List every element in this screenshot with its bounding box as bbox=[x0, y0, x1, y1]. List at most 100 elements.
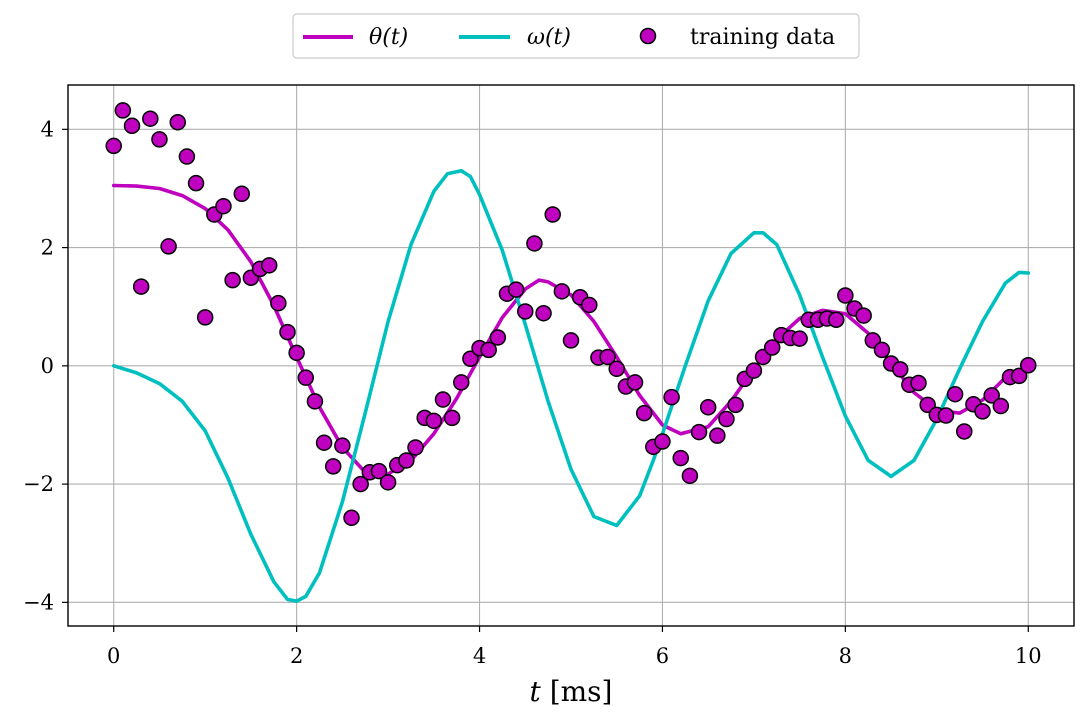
series-layer bbox=[105, 102, 1037, 604]
training-data-point bbox=[992, 397, 1010, 415]
training-data-point bbox=[151, 131, 168, 148]
x-tick-label: 2 bbox=[290, 644, 303, 668]
training-data-point bbox=[215, 197, 232, 215]
training-data-point bbox=[160, 238, 177, 255]
training-data-point bbox=[370, 462, 388, 480]
training-data-point bbox=[324, 458, 342, 475]
x-axis-label-unit: [ms] bbox=[541, 675, 613, 708]
x-tick-label: 4 bbox=[473, 644, 486, 668]
training-data-point bbox=[398, 452, 415, 469]
training-data-point bbox=[562, 332, 580, 349]
training-data-point bbox=[974, 403, 991, 420]
training-data-point bbox=[288, 344, 305, 362]
x-tick-label: 6 bbox=[656, 644, 669, 668]
training-data-point bbox=[169, 113, 186, 131]
training-data-point bbox=[379, 474, 397, 491]
training-data-point bbox=[187, 174, 205, 192]
training-data-point bbox=[718, 410, 735, 428]
plot-area bbox=[68, 85, 1074, 626]
training-data-point bbox=[608, 360, 625, 378]
training-data-point bbox=[727, 396, 744, 414]
training-data-point bbox=[946, 385, 964, 403]
training-data-point bbox=[535, 304, 552, 322]
training-data-point bbox=[626, 374, 644, 391]
training-data-point bbox=[260, 257, 278, 274]
training-data-point bbox=[663, 388, 680, 406]
training-data-point bbox=[919, 396, 936, 414]
training-data-point bbox=[434, 391, 452, 408]
training-data-point bbox=[462, 350, 479, 368]
training-data-point bbox=[352, 475, 369, 493]
y-tick-label: 4 bbox=[41, 117, 54, 141]
training-data-point bbox=[425, 412, 443, 430]
training-data-point bbox=[709, 427, 726, 444]
training-data-point bbox=[196, 309, 214, 326]
training-data-point bbox=[334, 437, 351, 454]
training-data-point bbox=[297, 369, 315, 386]
training-data-point bbox=[270, 294, 287, 312]
training-data-point bbox=[178, 148, 196, 165]
training-data-point bbox=[480, 341, 497, 359]
y-tick-label: 2 bbox=[41, 236, 54, 260]
training-data-point bbox=[635, 404, 653, 422]
training-data-point bbox=[763, 339, 781, 356]
y-tick-label: −4 bbox=[23, 590, 54, 614]
training-data-point bbox=[699, 398, 717, 416]
training-data-point bbox=[553, 283, 571, 300]
training-data-point bbox=[910, 374, 927, 392]
legend-training-marker bbox=[639, 27, 657, 45]
legend-box bbox=[292, 13, 860, 59]
training-data-point bbox=[544, 206, 561, 223]
training-data-point bbox=[526, 235, 543, 252]
training-data-point bbox=[1020, 357, 1037, 374]
training-data-point bbox=[956, 423, 973, 440]
y-tick-label: −2 bbox=[23, 472, 54, 496]
training-data-point bbox=[690, 423, 708, 441]
training-data-point bbox=[745, 362, 763, 379]
training-data-point bbox=[1010, 367, 1028, 385]
training-data-point bbox=[407, 439, 424, 456]
training-data-point bbox=[105, 137, 122, 155]
y-tick-label: 0 bbox=[41, 354, 54, 378]
training-data-point bbox=[343, 509, 360, 527]
x-tick-label: 0 bbox=[107, 644, 120, 668]
training-data-point bbox=[517, 303, 534, 320]
training-data-point bbox=[443, 409, 461, 427]
training-data-point bbox=[873, 341, 891, 359]
legend-theta-label: θ(t) bbox=[369, 25, 408, 50]
x-tick-label: 10 bbox=[1015, 644, 1042, 668]
legend-training-label: training data bbox=[690, 25, 835, 50]
x-tick-label: 8 bbox=[839, 644, 852, 668]
training-data-point bbox=[983, 387, 1000, 404]
training-data-point bbox=[224, 271, 241, 289]
training-data-point bbox=[791, 330, 808, 347]
training-data-point bbox=[599, 348, 616, 366]
training-data-point bbox=[855, 307, 872, 324]
training-data-point bbox=[489, 329, 507, 346]
training-data-point bbox=[827, 311, 845, 328]
training-data-point bbox=[279, 323, 296, 341]
plot-frame bbox=[67, 84, 1075, 627]
legend: θ(t) ω(t) training data bbox=[292, 13, 860, 59]
training-data-point bbox=[581, 296, 598, 314]
x-axis-label-var: t bbox=[530, 675, 542, 708]
training-data-point bbox=[937, 407, 955, 424]
training-data-point bbox=[306, 393, 324, 410]
omega-line bbox=[111, 168, 1031, 604]
legend-omega-label: ω(t) bbox=[527, 25, 571, 50]
training-data-point bbox=[132, 278, 150, 295]
training-data-point bbox=[114, 102, 132, 119]
training-data-point bbox=[672, 449, 689, 467]
training-data-point bbox=[123, 117, 141, 135]
training-data-point bbox=[891, 361, 909, 378]
training-data-point bbox=[315, 434, 333, 451]
training-data-point bbox=[142, 110, 159, 127]
training-data-point bbox=[507, 281, 525, 298]
training-data-point bbox=[453, 374, 470, 391]
training-data-point bbox=[681, 467, 699, 485]
training-data-point bbox=[837, 287, 854, 304]
x-axis-label: t [ms] bbox=[530, 675, 613, 708]
axis-ticks: 0 2 4 6 8 10 −4 −2 0 2 4 bbox=[23, 117, 1042, 668]
